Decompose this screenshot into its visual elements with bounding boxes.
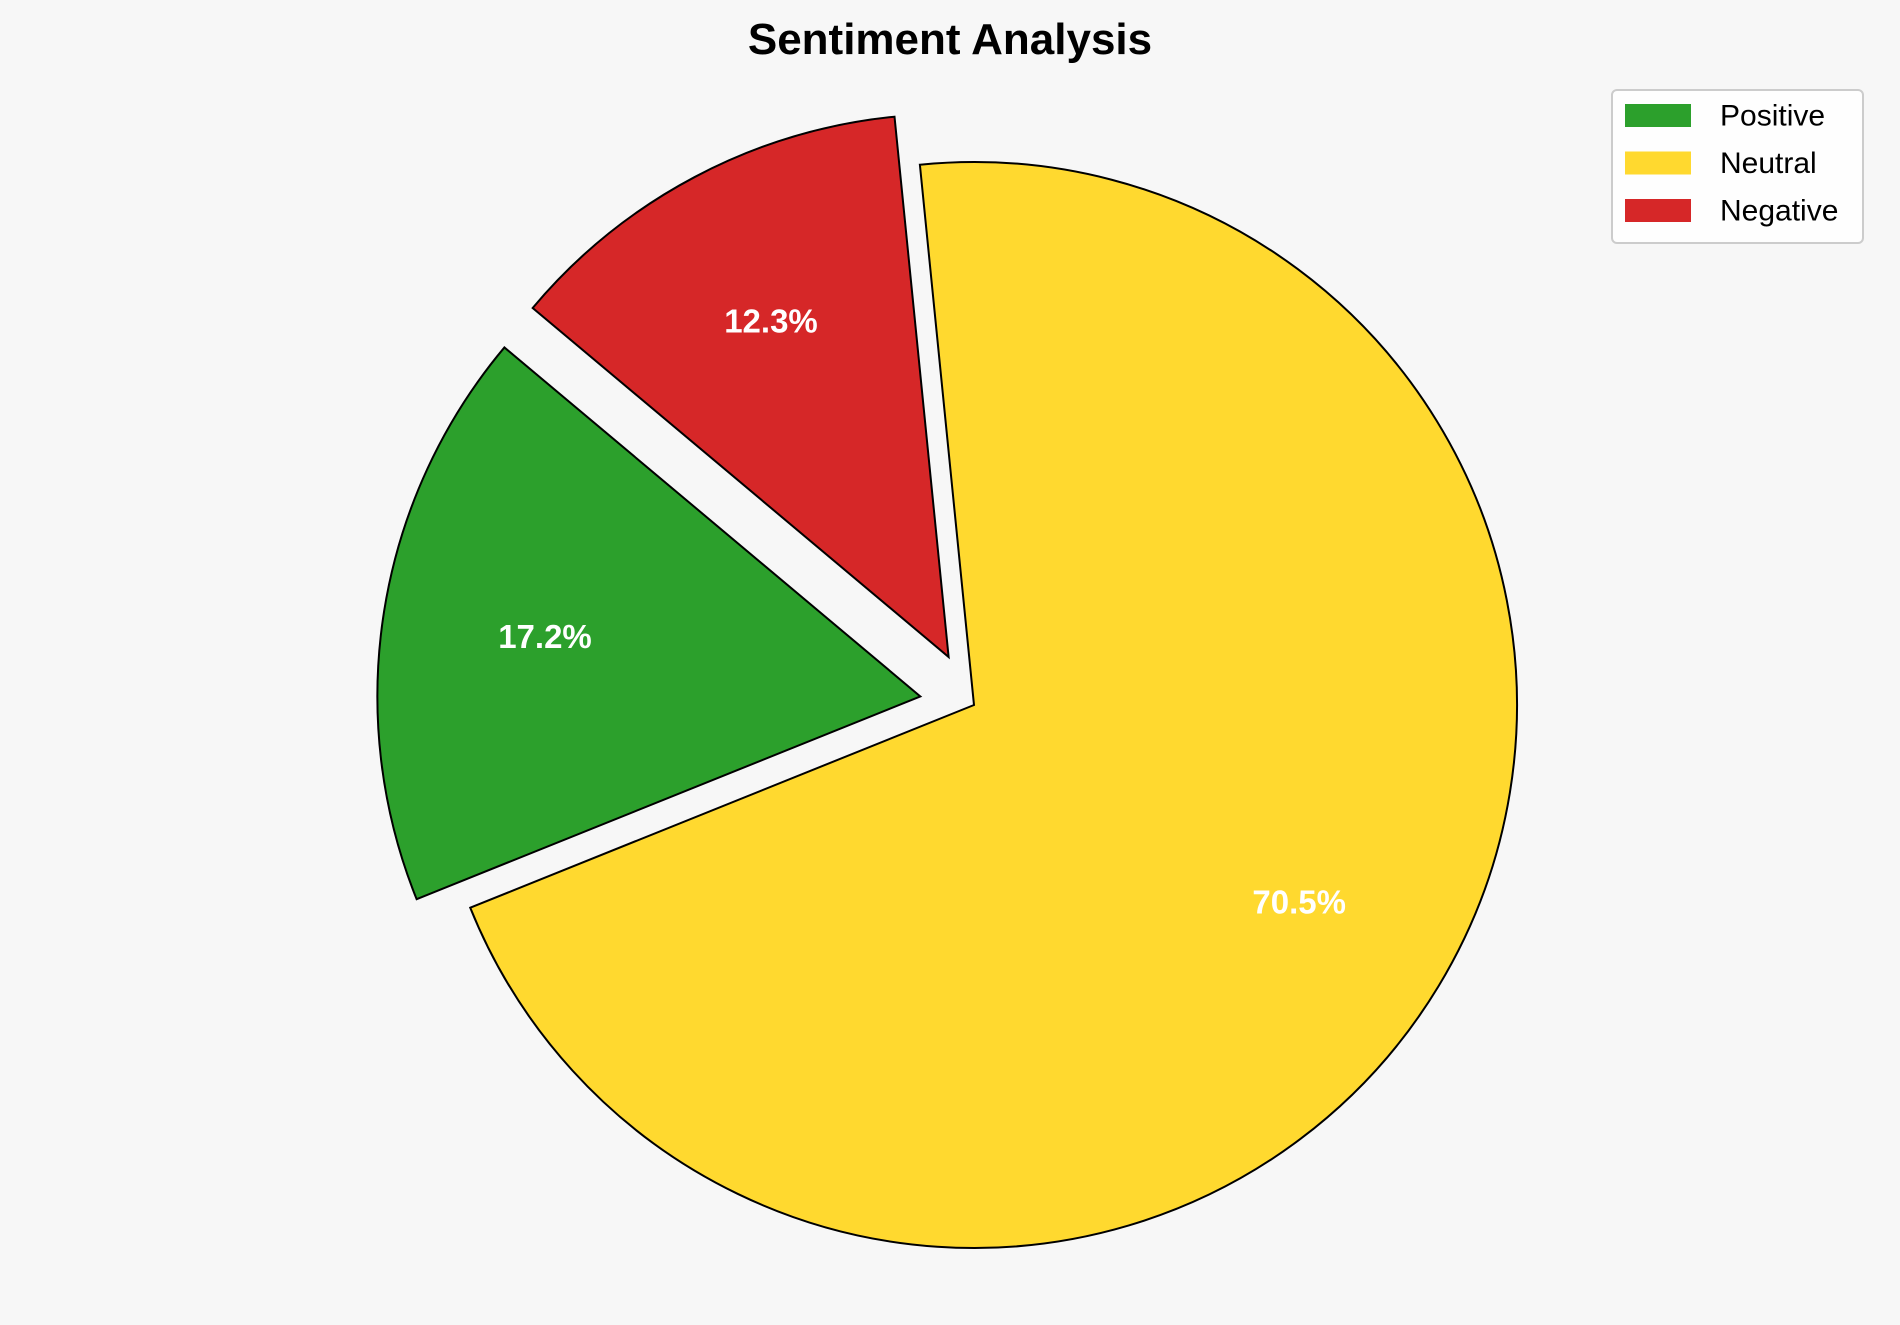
legend-swatch-positive <box>1625 104 1691 127</box>
pie-label-neutral: 70.5% <box>1252 883 1346 920</box>
legend-label-positive: Positive <box>1720 100 1825 133</box>
legend-swatch-negative <box>1625 199 1691 222</box>
legend-label-neutral: Neutral <box>1720 147 1817 180</box>
pie-slices <box>376 115 1518 1249</box>
legend-item-neutral: Neutral <box>1625 147 1817 180</box>
pie-label-negative: 12.3% <box>724 302 818 339</box>
pie-label-positive: 17.2% <box>498 618 592 655</box>
legend-label-negative: Negative <box>1720 195 1838 228</box>
pie-slice-negative <box>531 115 950 660</box>
legend-swatch-neutral <box>1625 151 1691 175</box>
legend-item-positive: Positive <box>1625 100 1825 133</box>
pie-slice-positive <box>376 346 923 901</box>
pie-slice-neutral <box>468 161 1518 1249</box>
legend: Positive Neutral Negative <box>1611 89 1864 244</box>
legend-item-negative: Negative <box>1625 195 1838 228</box>
chart-title: Sentiment Analysis <box>748 15 1152 64</box>
pie-labels: 17.2% 70.5% 12.3% <box>498 302 1346 920</box>
